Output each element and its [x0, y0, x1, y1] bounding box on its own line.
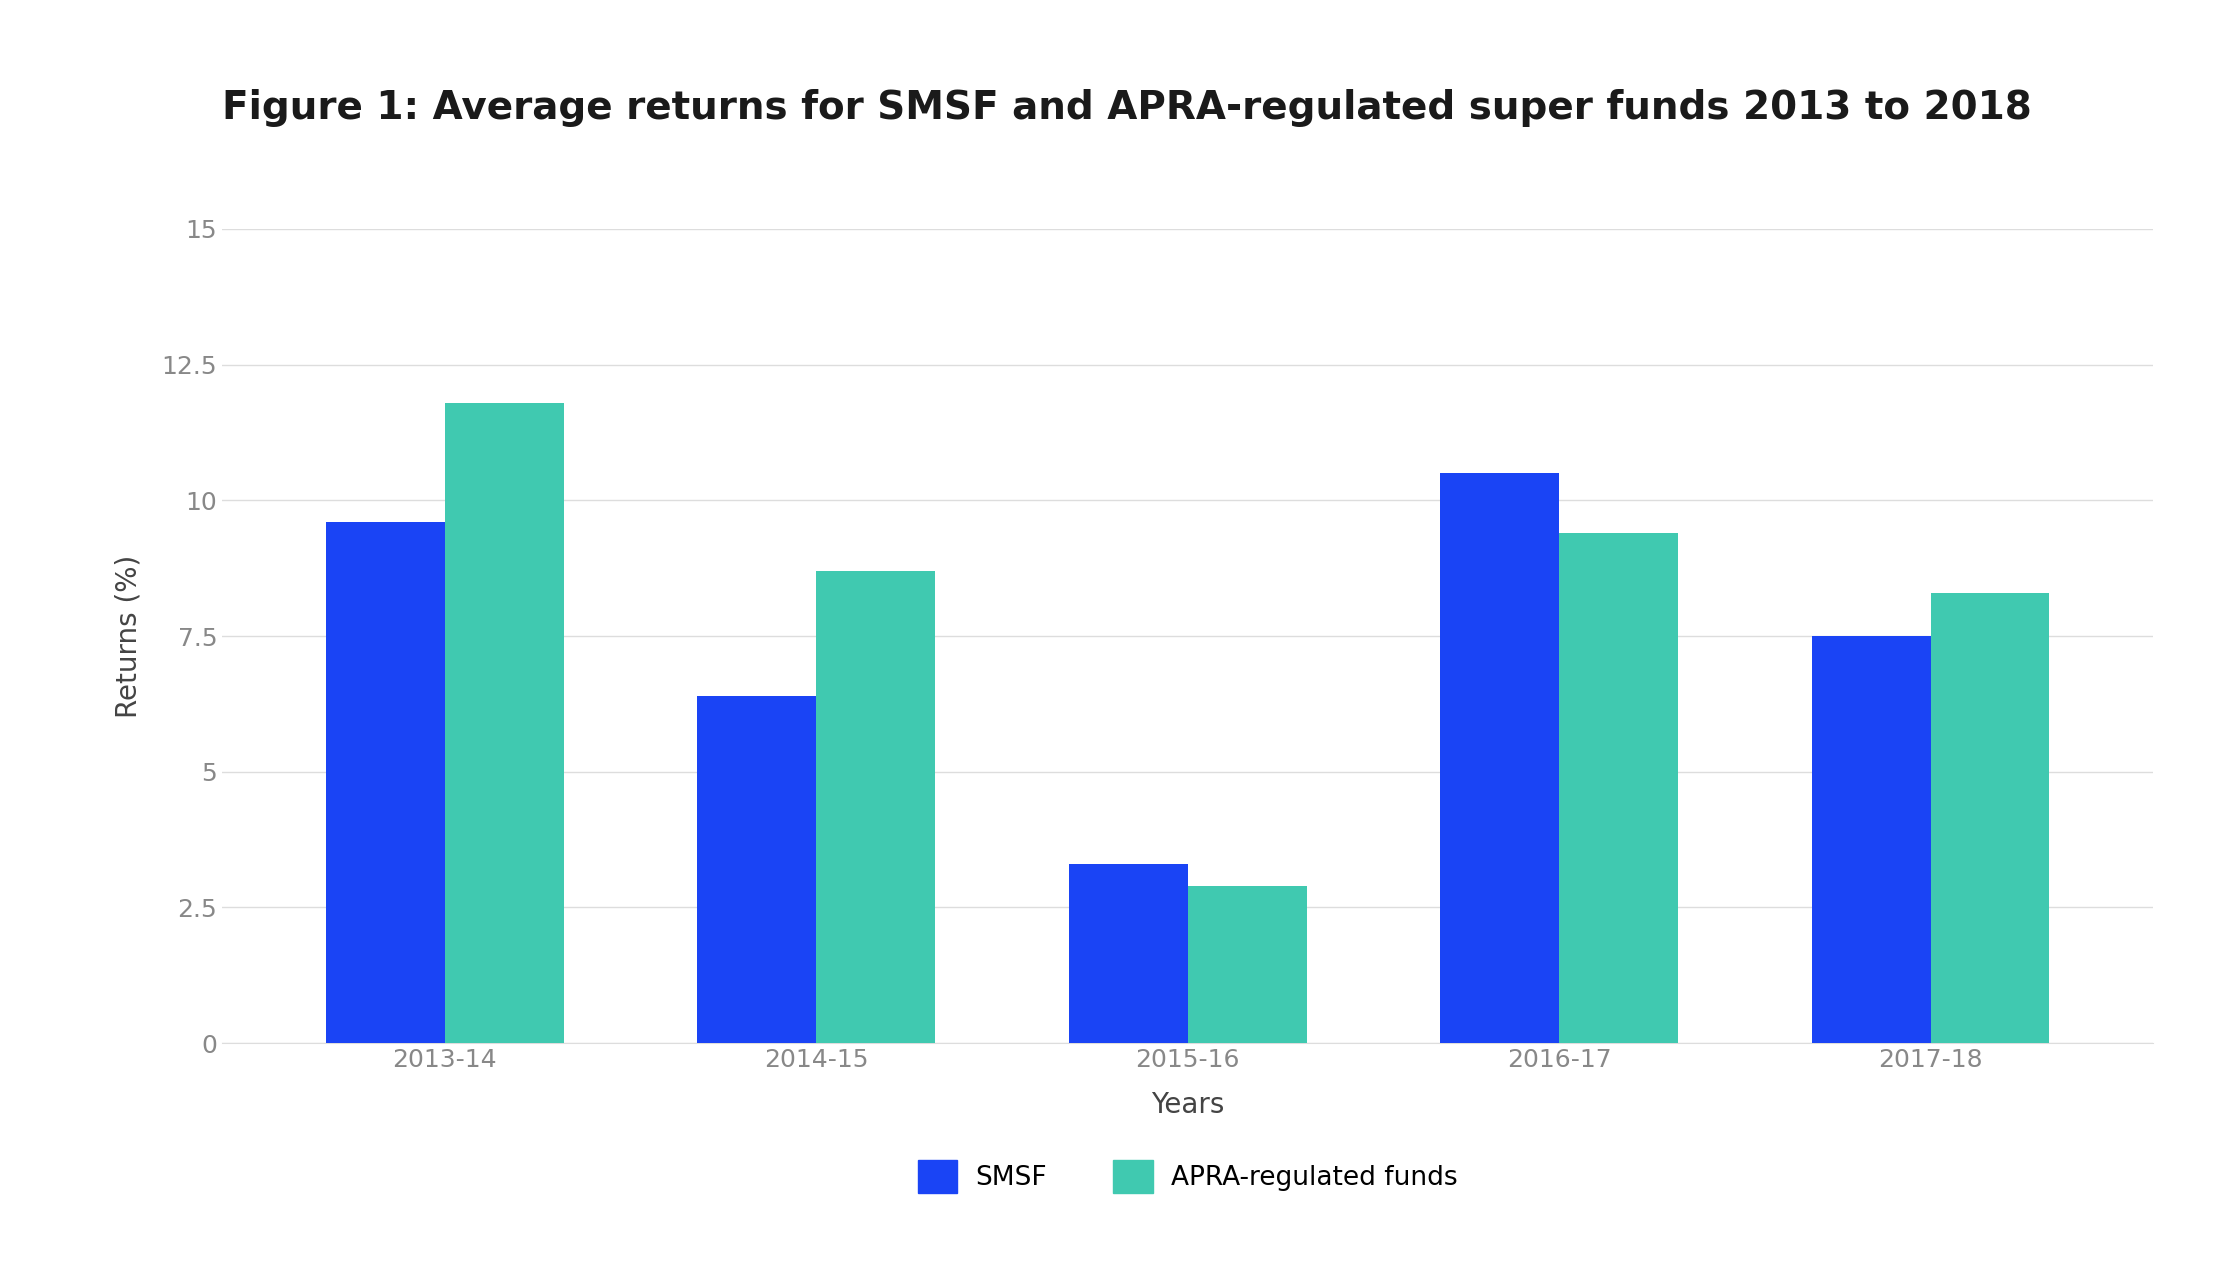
Bar	[326, 522, 444, 1043]
Bar	[1931, 593, 2049, 1043]
Bar	[1558, 533, 1678, 1043]
Bar	[1068, 864, 1188, 1043]
Bar	[697, 696, 817, 1043]
Legend: SMSF, APRA-regulated funds: SMSF, APRA-regulated funds	[917, 1160, 1459, 1193]
Bar	[1441, 473, 1558, 1043]
X-axis label: Years: Years	[1150, 1091, 1225, 1119]
Bar	[1812, 636, 1931, 1043]
Y-axis label: Returns (%): Returns (%)	[113, 555, 142, 717]
Bar	[817, 571, 935, 1043]
Bar	[444, 403, 564, 1043]
Text: Figure 1: Average returns for SMSF and APRA-regulated super funds 2013 to 2018: Figure 1: Average returns for SMSF and A…	[222, 89, 2031, 127]
Bar	[1188, 885, 1308, 1043]
